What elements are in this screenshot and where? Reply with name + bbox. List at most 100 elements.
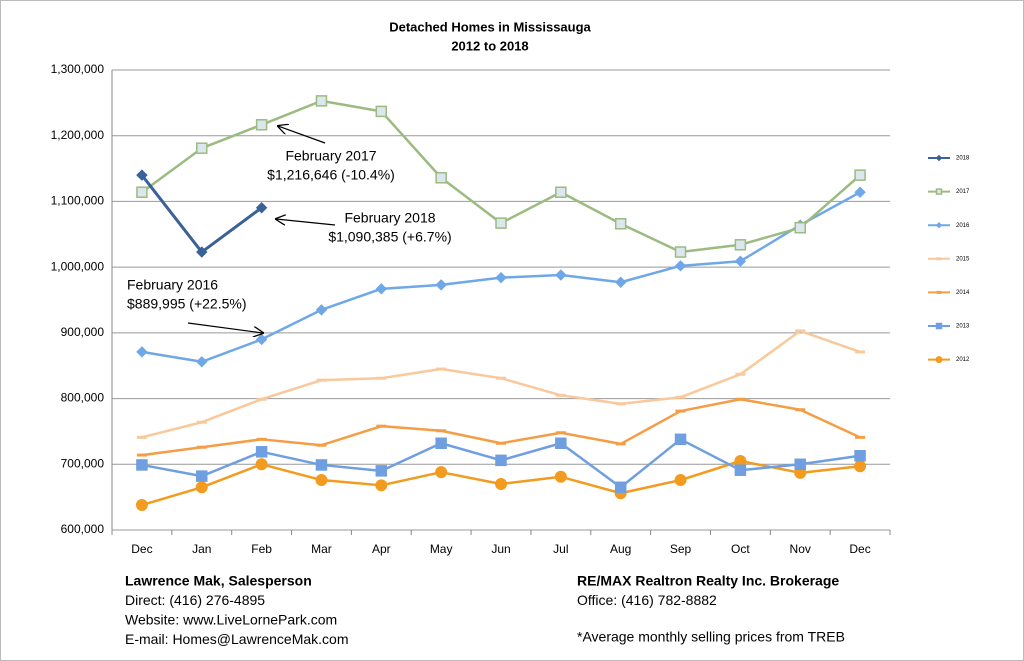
data-point [794, 221, 806, 234]
data-point [614, 481, 627, 494]
x-tick-label: Dec [849, 542, 870, 556]
x-tick-label: Jun [491, 542, 510, 556]
legend-label: 2013 [956, 324, 970, 330]
annotation: $1,090,385 (+6.7%) [328, 229, 451, 245]
data-point [136, 169, 148, 181]
footer-left: Direct: (416) 276-4895 [125, 592, 265, 608]
legend-label: 2015 [956, 256, 970, 262]
legend-label: 2016 [956, 223, 970, 229]
data-point [674, 474, 687, 487]
data-point [196, 356, 208, 368]
data-point [255, 458, 268, 471]
footer-right: RE/MAX Realtron Realty Inc. Brokerage [577, 573, 839, 589]
data-point [196, 470, 208, 482]
y-tick-label: 600,000 [61, 522, 105, 536]
legend-marker [935, 221, 943, 229]
annotation: February 2017 [285, 148, 376, 164]
data-point [614, 218, 627, 230]
data-point [136, 459, 148, 471]
footer-left: Lawrence Mak, Salesperson [125, 573, 312, 589]
x-tick-label: Jul [553, 542, 568, 556]
legend-label: 2018 [956, 156, 970, 162]
data-point [734, 464, 747, 476]
data-point [315, 95, 328, 107]
data-point [734, 239, 747, 251]
y-tick-label: 1,200,000 [51, 128, 105, 142]
annotation: February 2018 [344, 210, 435, 226]
data-point [315, 474, 328, 487]
x-tick-label: Jan [192, 542, 211, 556]
x-tick-label: Oct [731, 542, 750, 556]
data-point [495, 271, 507, 284]
x-tick-label: Aug [610, 542, 631, 556]
y-tick-label: 700,000 [61, 456, 105, 470]
annotation-arrow [276, 219, 336, 226]
y-tick-label: 900,000 [61, 325, 105, 339]
data-point [495, 478, 507, 490]
y-tick-label: 1,300,000 [51, 62, 105, 76]
data-point [435, 279, 447, 291]
data-point [255, 119, 268, 131]
x-tick-label: Feb [251, 542, 272, 556]
data-point [136, 186, 148, 198]
data-point [375, 283, 388, 295]
data-point [195, 481, 208, 494]
annotation: $889,995 (+22.5%) [127, 296, 246, 312]
x-tick-label: Sep [670, 542, 692, 556]
data-point [375, 479, 388, 492]
legend-marker [935, 154, 943, 162]
data-point [854, 169, 866, 181]
data-point [435, 437, 447, 450]
data-point [255, 446, 268, 458]
data-point [674, 433, 687, 446]
annotation-arrow [278, 126, 326, 144]
x-tick-label: May [430, 542, 453, 556]
chart-title: Detached Homes in Mississauga [389, 19, 591, 34]
x-tick-label: Dec [131, 542, 152, 556]
data-point [555, 437, 567, 450]
x-tick-label: Mar [311, 542, 332, 556]
annotation-arrow [187, 322, 263, 333]
data-point [854, 186, 866, 198]
data-point [495, 217, 507, 229]
x-tick-label: Apr [372, 542, 391, 556]
footer-note: *Average monthly selling prices from TRE… [577, 629, 845, 645]
data-point [614, 276, 627, 288]
data-point [674, 260, 687, 272]
legend-marker [935, 188, 943, 195]
footer-left: E-mail: Homes@LawrenceMak.com [125, 631, 349, 647]
annotation: February 2016 [127, 277, 218, 293]
annotation: $1,216,646 (-10.4%) [267, 167, 395, 183]
data-point [375, 105, 388, 118]
data-point [854, 449, 866, 462]
data-point [555, 269, 567, 281]
footer-left: Website: www.LiveLornePark.com [125, 612, 337, 628]
x-tick-label: Nov [790, 542, 811, 556]
footer-right: Office: (416) 782-8882 [577, 592, 717, 608]
y-tick-label: 1,100,000 [51, 194, 105, 208]
data-point [135, 499, 148, 512]
data-point [554, 470, 567, 483]
chart-subtitle: 2012 to 2018 [451, 38, 528, 53]
legend-label: 2012 [956, 357, 970, 363]
data-point [196, 142, 208, 154]
legend-label: 2017 [956, 189, 970, 195]
data-point [555, 186, 567, 198]
data-point [315, 304, 328, 316]
data-point [794, 458, 806, 471]
data-point [315, 459, 328, 471]
data-point [854, 460, 867, 473]
legend-marker [935, 356, 943, 364]
data-point [734, 255, 747, 267]
data-point [136, 346, 148, 358]
data-point [375, 465, 388, 477]
data-point [495, 454, 507, 467]
data-point [196, 246, 208, 258]
data-point [435, 172, 447, 184]
y-tick-label: 1,000,000 [51, 259, 105, 273]
y-tick-label: 800,000 [61, 391, 105, 405]
data-point [255, 202, 268, 214]
legend-marker [935, 322, 943, 330]
